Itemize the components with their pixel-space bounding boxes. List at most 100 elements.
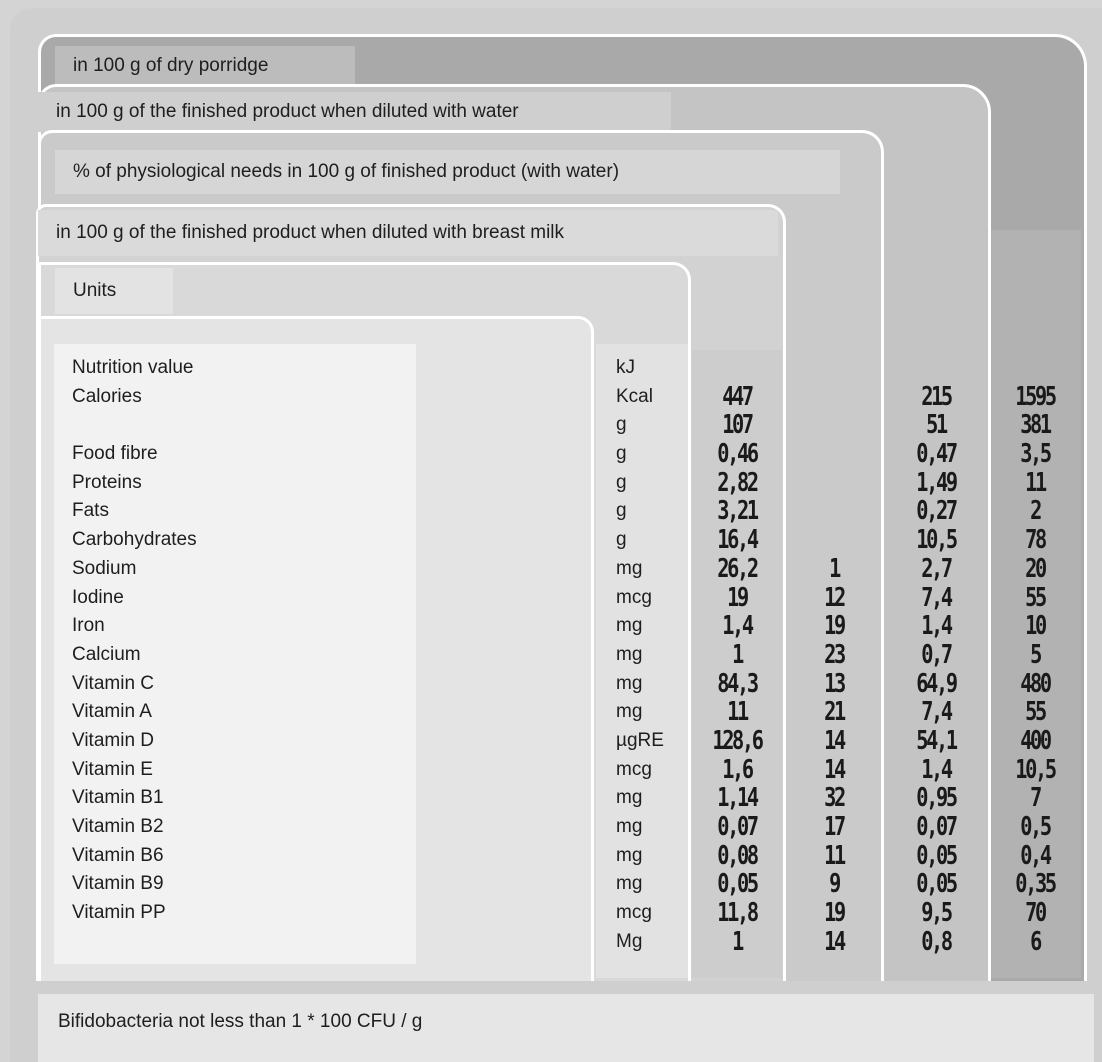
value-cell: 3,21 — [717, 496, 759, 527]
header-breast-milk: in 100 g of the finished product when di… — [38, 210, 778, 256]
value-cell — [798, 354, 870, 383]
nutrient-name: Food fibre — [72, 443, 158, 465]
unit: g — [616, 500, 627, 522]
unit: mg — [616, 844, 643, 866]
nutrient-name: Nutrition value — [72, 357, 194, 378]
value-cell: 2,82 — [717, 467, 759, 498]
value-cell: 0,8 — [921, 926, 953, 957]
nutrient-name: Vitamin E — [72, 758, 153, 780]
value-cell: 17 — [824, 812, 846, 842]
unit: mcg — [616, 586, 652, 608]
value-cell: 0,05 — [717, 869, 759, 900]
value-cell: 11 — [727, 697, 749, 728]
nutrient-name: Iodine — [72, 586, 124, 608]
value-cell: 23 — [824, 639, 846, 670]
value-cell: 1595 — [1015, 381, 1057, 412]
value-cell — [798, 526, 870, 555]
nutrient-name: Vitamin B9 — [72, 873, 164, 895]
nutrient-name: Carbohydrates — [72, 529, 197, 551]
nutrient-name: Calories — [72, 385, 142, 407]
value-cell: 0,07 — [916, 812, 958, 842]
value-cell: 10 — [1025, 611, 1047, 642]
value-cell: 0,27 — [916, 496, 958, 527]
value-cell — [798, 383, 870, 412]
value-cell — [897, 354, 975, 383]
dry-column-bg — [989, 230, 1081, 978]
nutrients-box — [54, 344, 416, 964]
unit: mg — [616, 615, 643, 637]
value-cell — [798, 469, 870, 498]
value-cell: 10,5 — [916, 525, 958, 556]
value-cell: 16,4 — [717, 525, 759, 556]
value-cell: 0,08 — [717, 840, 759, 871]
value-cell: 381 — [1020, 410, 1052, 441]
value-cell: 480 — [1020, 668, 1052, 699]
value-cell: 70 — [1025, 898, 1047, 929]
value-cell — [798, 497, 870, 526]
value-cell — [999, 354, 1071, 383]
unit: g — [616, 529, 627, 551]
value-cell: 0,05 — [916, 869, 958, 900]
value-cell: 12 — [824, 582, 846, 613]
value-cell: 14 — [824, 754, 846, 785]
value-cell: 0,4 — [1020, 840, 1052, 871]
value-cell: 14 — [824, 725, 846, 756]
unit: mg — [616, 557, 643, 579]
nutrient-name: Vitamin D — [72, 729, 155, 751]
value-cell: 9 — [829, 869, 841, 900]
nutrient-name: Vitamin C — [72, 672, 155, 694]
value-cell: 1,4 — [722, 611, 754, 642]
value-cell: 21 — [824, 697, 846, 728]
unit: Mg — [616, 930, 643, 952]
value-cell: 1,4 — [921, 754, 953, 785]
unit: mg — [616, 787, 643, 809]
value-cell: 1,49 — [916, 467, 958, 498]
value-cell: 11 — [824, 840, 846, 871]
nutrient-name: Sodium — [72, 557, 137, 579]
value-cell: 0,46 — [717, 439, 759, 470]
value-cell: 1 — [732, 926, 744, 957]
breast-milk-column-bg — [692, 350, 782, 978]
value-cell: 32 — [824, 783, 846, 814]
header-dry: in 100 g of dry porridge — [55, 46, 355, 86]
value-cell: 13 — [824, 668, 846, 699]
value-cell: 11,8 — [717, 898, 759, 929]
value-cell: 55 — [1025, 697, 1047, 728]
unit: mg — [616, 701, 643, 723]
value-cell: 84,3 — [717, 668, 759, 699]
value-cell: 0,07 — [717, 812, 759, 842]
header-physiological: % of physiological needs in 100 g of fin… — [55, 150, 840, 194]
value-cell: 10,5 — [1015, 754, 1057, 785]
value-cell: 0,7 — [921, 639, 953, 670]
value-cell: 1 — [829, 553, 841, 584]
unit: Kcal — [616, 385, 653, 407]
column-physiological: 1 12 19 23 13 21 14 14 32 17 11 9 19 14 — [788, 354, 880, 956]
unit: g — [616, 471, 627, 493]
value-cell: 5 — [1030, 639, 1042, 670]
value-cell — [798, 440, 870, 469]
unit: mg — [616, 816, 643, 837]
value-cell — [798, 411, 870, 440]
value-cell: 1,14 — [717, 783, 759, 814]
value-cell: 215 — [921, 381, 953, 412]
header-units: Units — [55, 268, 173, 314]
unit: mg — [616, 643, 643, 665]
value-cell: 1 — [732, 639, 744, 670]
unit: mcg — [616, 758, 652, 780]
nutrient-name: Vitamin B2 — [72, 816, 164, 837]
units-list: kJ Kcal g g g g g mg mcg mg mg mg mg µgR… — [616, 354, 664, 956]
unit: g — [616, 443, 627, 465]
nutrient-name — [72, 411, 197, 440]
value-cell: 7,4 — [921, 697, 953, 728]
footer-note: Bifidobacteria not less than 1 * 100 CFU… — [58, 1011, 423, 1032]
header-water: in 100 g of the finished product when di… — [38, 92, 671, 132]
nutrient-name: Calcium — [72, 643, 141, 665]
unit: kJ — [616, 357, 635, 378]
value-cell: 51 — [926, 410, 948, 441]
value-cell: 1,4 — [921, 611, 953, 642]
value-cell: 7,4 — [921, 582, 953, 613]
footer-box — [38, 994, 1094, 1062]
unit: µgRE — [616, 729, 664, 751]
nutrient-name: Fats — [72, 500, 109, 522]
column-dry: 1595 381 3,5 11 2 78 20 55 10 5 480 55 400 10,5 7 0,5 0,… — [989, 354, 1081, 956]
